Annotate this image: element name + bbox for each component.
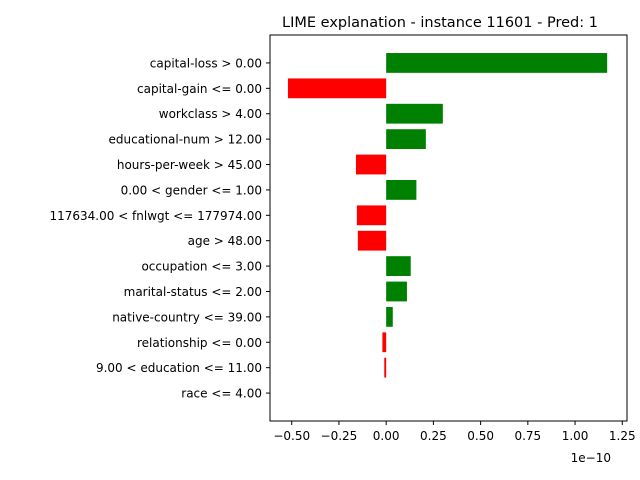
bar-2 [386, 103, 443, 124]
y-tick-label-13: race <= 4.00 [181, 387, 262, 401]
x-axis: −0.50 −0.25 0.00 0.25 0.50 0.75 1.00 1.25 [273, 421, 636, 443]
bars-group [287, 53, 608, 378]
y-tick-label-12: 9.00 < education <= 11.00 [96, 361, 262, 375]
y-tick-label-10: native-country <= 39.00 [112, 310, 262, 324]
x-tick-label-2: 0.00 [373, 429, 400, 443]
y-tick-label-2: workclass > 4.00 [159, 107, 262, 121]
plot-frame [269, 34, 628, 422]
bar-3 [386, 129, 426, 150]
y-tick-label-4: hours-per-week > 45.00 [117, 158, 262, 172]
y-tick-label-0: capital-loss > 0.00 [150, 56, 262, 70]
x-tick-label-7: 1.25 [609, 429, 636, 443]
bar-11 [382, 332, 387, 353]
y-tick-labels: capital-loss > 0.00 capital-gain <= 0.00 w… [49, 56, 270, 401]
y-tick-label-7: age > 48.00 [188, 234, 262, 248]
x-tick-label-4: 0.50 [467, 429, 494, 443]
chart-title: LIME explanation - instance 11601 - Pred… [282, 15, 598, 31]
y-tick-label-6: 117634.00 < fnlwgt <= 177974.00 [49, 209, 262, 223]
bar-8 [386, 256, 411, 276]
y-tick-label-9: marital-status <= 2.00 [124, 285, 262, 299]
bar-1 [287, 78, 387, 99]
x-tick-label-6: 1.00 [562, 429, 589, 443]
bar-6 [356, 205, 387, 226]
y-tick-label-5: 0.00 < gender <= 1.00 [121, 183, 262, 197]
x-tick-label-1: −0.25 [321, 429, 358, 443]
x-tick-label-0: −0.50 [273, 429, 310, 443]
bar-9 [386, 281, 407, 302]
y-tick-label-1: capital-gain <= 0.00 [137, 82, 262, 96]
y-tick-label-11: relationship <= 0.00 [137, 336, 262, 350]
x-tick-label-3: 0.25 [420, 429, 447, 443]
x-scale-label: 1e−10 [571, 451, 611, 465]
bar-0 [386, 53, 608, 73]
x-tick-label-5: 0.75 [514, 429, 541, 443]
y-tick-label-8: occupation <= 3.00 [141, 260, 262, 274]
y-tick-label-3: educational-num > 12.00 [109, 133, 263, 147]
bar-5 [386, 180, 417, 200]
bar-4 [355, 154, 387, 175]
bar-7 [357, 230, 387, 251]
bar-12 [384, 357, 387, 378]
bar-10 [386, 306, 393, 327]
